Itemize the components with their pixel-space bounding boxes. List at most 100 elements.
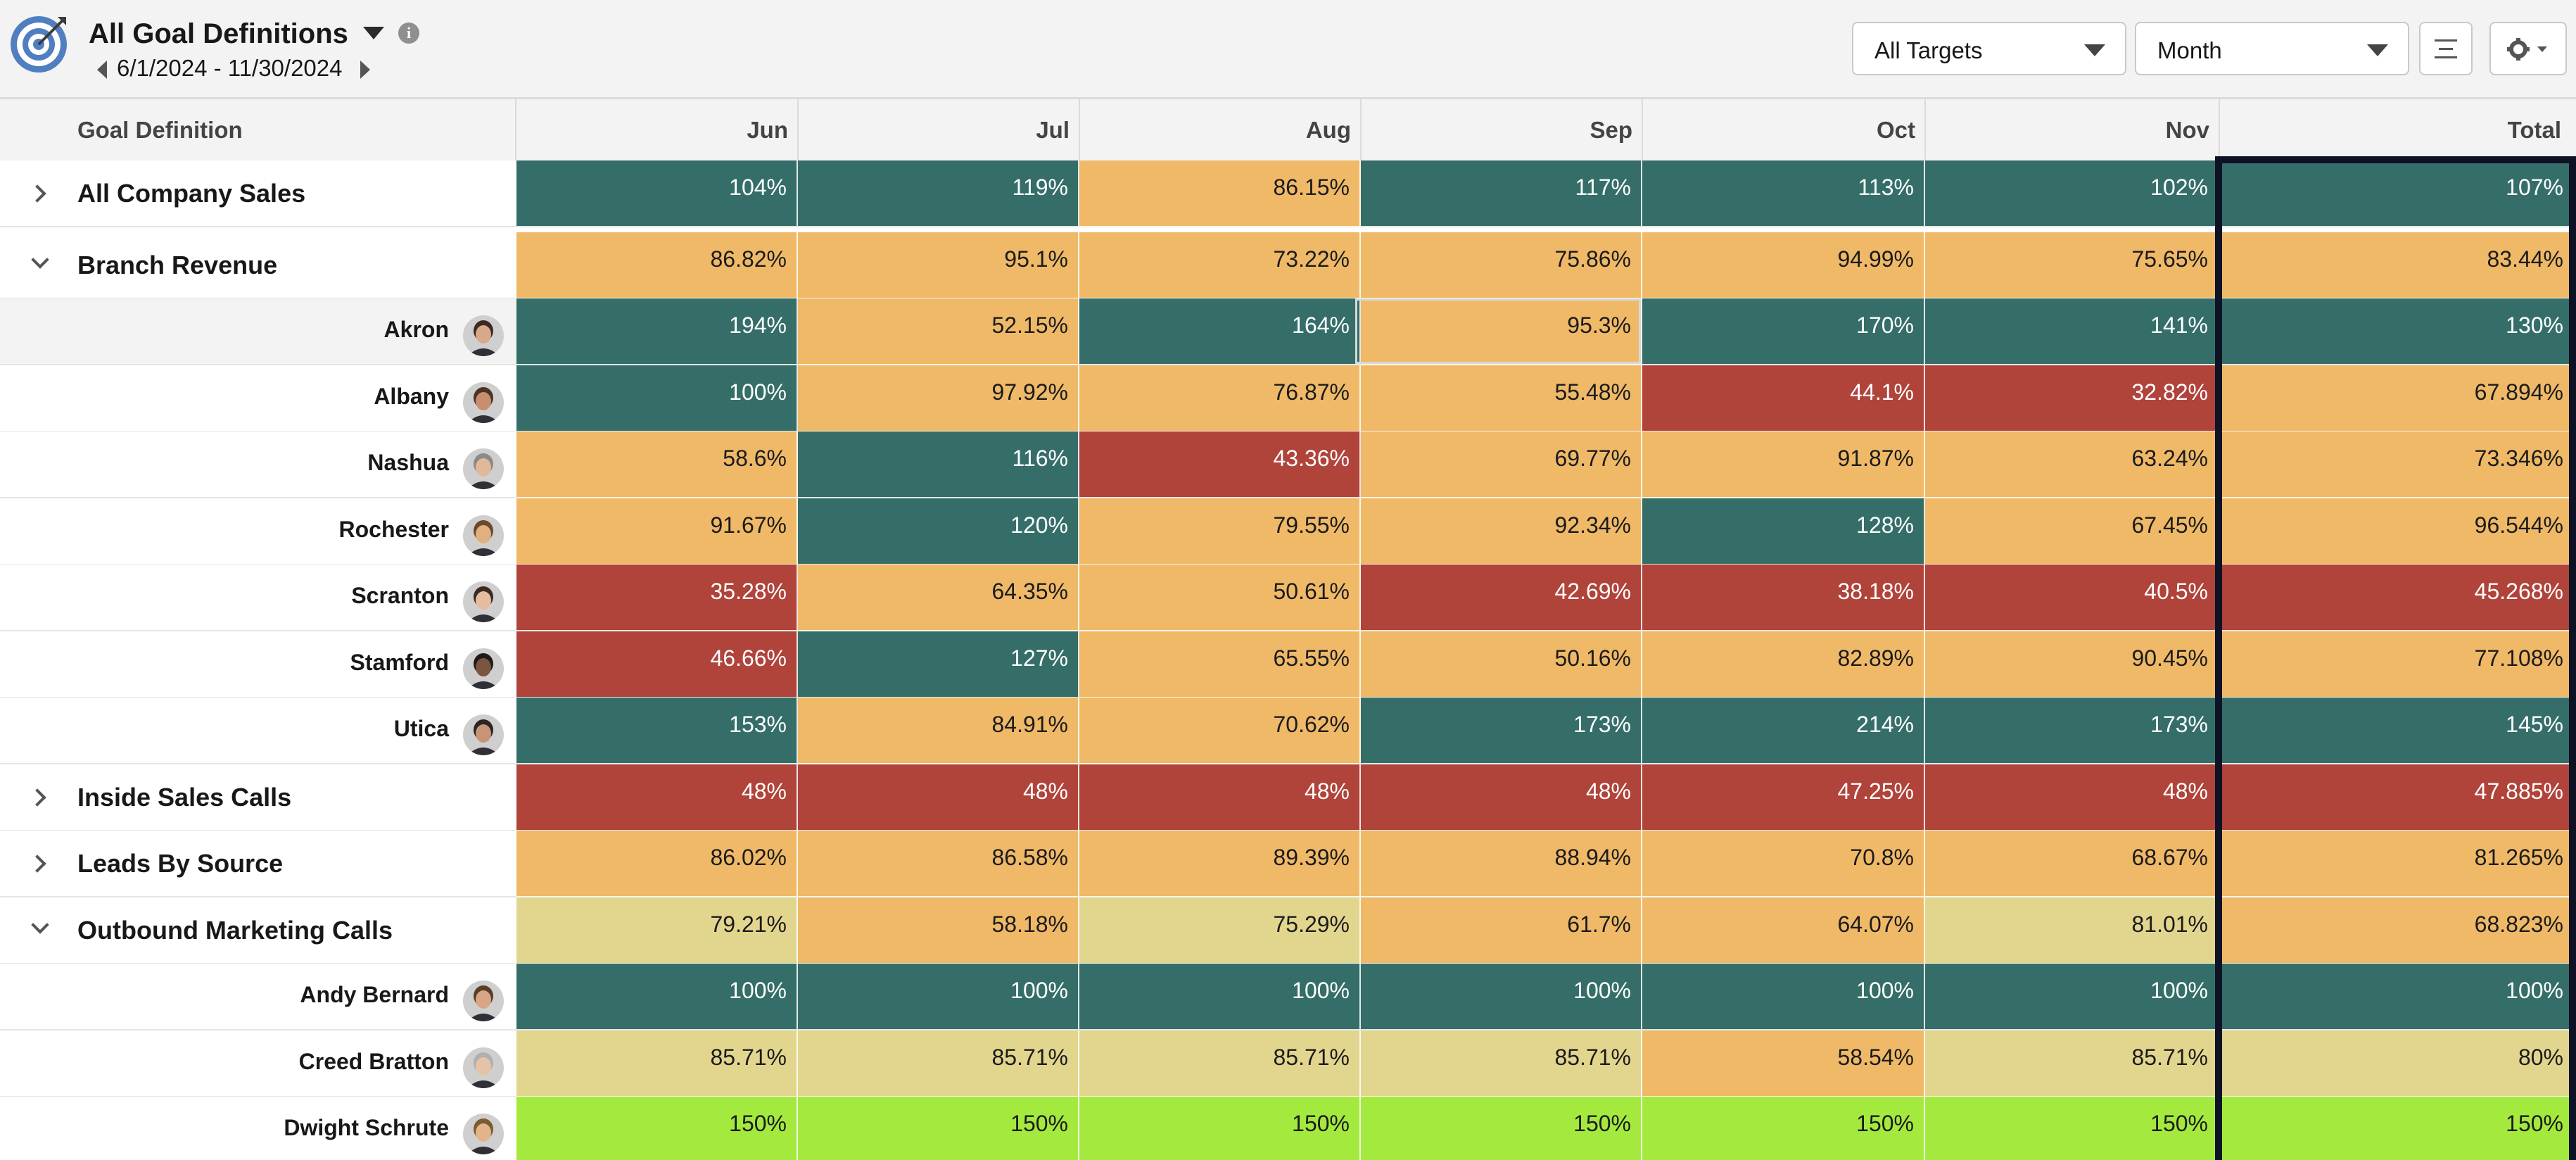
member-name[interactable]: Andy Bernard [300,982,449,1007]
value-cell[interactable]: 42.69% [1361,565,1642,631]
value-cell[interactable]: 173% [1361,698,1642,764]
value-cell[interactable]: 85.71% [516,1030,798,1097]
value-cell[interactable]: 64.07% [1642,897,1925,964]
value-cell[interactable]: 85.71% [1925,1030,2219,1097]
goal-group-name[interactable]: Branch Revenue [77,251,278,279]
column-header-jul[interactable]: Jul [1036,117,1070,143]
member-name[interactable]: Rochester [338,517,450,542]
value-cell[interactable]: 85.71% [798,1030,1079,1097]
chevron-down-icon[interactable] [31,916,49,934]
table-row[interactable]: Utica 153% 84.91% 70.62% 173% 214% 173% 145% [0,698,2576,764]
total-cell[interactable]: 130% [2219,298,2576,365]
value-cell[interactable]: 67.45% [1925,498,2219,565]
total-cell[interactable]: 107% [2219,160,2576,227]
value-cell[interactable]: 58.54% [1642,1030,1925,1097]
value-cell[interactable]: 85.71% [1079,1030,1361,1097]
value-cell[interactable]: 48% [798,764,1079,831]
title-dropdown-caret-icon[interactable] [363,27,384,39]
member-name[interactable]: Akron [383,317,449,342]
value-cell[interactable]: 164% [1079,298,1361,365]
table-row[interactable]: Outbound Marketing Calls 79.21% 58.18% 75.2… [0,897,2576,964]
value-cell[interactable]: 120% [798,498,1079,565]
goal-label-cell[interactable]: Scranton [0,565,516,631]
value-cell[interactable]: 116% [798,431,1079,498]
value-cell[interactable]: 44.1% [1642,365,1925,432]
value-cell[interactable]: 32.82% [1925,365,2219,432]
value-cell[interactable]: 150% [1361,1097,1642,1160]
value-cell[interactable]: 86.58% [798,831,1079,897]
value-cell[interactable]: 113% [1642,160,1925,227]
value-cell[interactable]: 86.82% [516,232,798,299]
value-cell[interactable]: 102% [1925,160,2219,227]
goal-label-cell[interactable]: Stamford [0,631,516,698]
table-row[interactable]: Inside Sales Calls 48% 48% 48% 48% 47.25% 48% 4… [0,764,2576,831]
table-row[interactable]: Nashua 58.6% 116% 43.36% 69.77% 91.87% 63.24% 7… [0,431,2576,498]
member-name[interactable]: Albany [374,384,449,409]
chevron-right-icon[interactable] [28,788,46,807]
column-header-sep[interactable]: Sep [1590,117,1632,143]
value-cell[interactable]: 50.61% [1079,565,1361,631]
value-cell[interactable]: 86.02% [516,831,798,897]
total-cell[interactable]: 81.265% [2219,831,2576,897]
settings-button[interactable] [2489,22,2567,75]
column-header-nov[interactable]: Nov [2165,117,2209,143]
table-row[interactable]: All Company Sales 104% 119% 86.15% 117% 113% 1… [0,160,2576,227]
value-cell[interactable]: 150% [1642,1097,1925,1160]
table-row[interactable]: Albany 100% 97.92% 76.87% 55.48% 44.1% 32.82% 6… [0,365,2576,432]
value-cell[interactable]: 84.91% [798,698,1079,764]
value-cell[interactable]: 95.3% [1361,298,1642,365]
table-row[interactable]: Scranton 35.28% 64.35% 50.61% 42.69% 38.18% 40… [0,565,2576,631]
value-cell[interactable]: 79.21% [516,897,798,964]
value-cell[interactable]: 117% [1361,160,1642,227]
value-cell[interactable]: 58.6% [516,431,798,498]
table-row[interactable]: Creed Bratton 85.71% 85.71% 85.71% 85.71% 58.… [0,1030,2576,1097]
goal-label-cell[interactable]: Nashua [0,431,516,498]
value-cell[interactable]: 150% [798,1097,1079,1160]
value-cell[interactable]: 88.94% [1361,831,1642,897]
value-cell[interactable]: 50.16% [1361,631,1642,698]
table-row[interactable]: Andy Bernard 100% 100% 100% 100% 100% 100% 100% [0,964,2576,1030]
goal-label-cell[interactable]: Leads By Source [0,831,516,897]
value-cell[interactable]: 150% [1925,1097,2219,1160]
total-cell[interactable]: 67.894% [2219,365,2576,432]
value-cell[interactable]: 100% [1361,964,1642,1030]
value-cell[interactable]: 35.28% [516,565,798,631]
value-cell[interactable]: 95.1% [798,232,1079,299]
table-row[interactable]: Rochester 91.67% 120% 79.55% 92.34% 128% 67.45… [0,498,2576,565]
value-cell[interactable]: 119% [798,160,1079,227]
value-cell[interactable]: 63.24% [1925,431,2219,498]
value-cell[interactable]: 97.92% [798,365,1079,432]
total-cell[interactable]: 96.544% [2219,498,2576,565]
goal-label-cell[interactable]: All Company Sales [0,160,516,227]
value-cell[interactable]: 48% [1925,764,2219,831]
value-cell[interactable]: 82.89% [1642,631,1925,698]
total-cell[interactable]: 47.885% [2219,764,2576,831]
value-cell[interactable]: 70.8% [1642,831,1925,897]
value-cell[interactable]: 91.67% [516,498,798,565]
value-cell[interactable]: 68.67% [1925,831,2219,897]
column-header-aug[interactable]: Aug [1305,117,1351,143]
value-cell[interactable]: 55.48% [1361,365,1642,432]
value-cell[interactable]: 73.22% [1079,232,1361,299]
member-name[interactable]: Stamford [350,650,449,675]
value-cell[interactable]: 64.35% [798,565,1079,631]
goal-label-cell[interactable]: Albany [0,365,516,432]
goal-label-cell[interactable]: Inside Sales Calls [0,764,516,831]
value-cell[interactable]: 92.34% [1361,498,1642,565]
value-cell[interactable]: 69.77% [1361,431,1642,498]
value-cell[interactable]: 128% [1642,498,1925,565]
value-cell[interactable]: 100% [1925,964,2219,1030]
value-cell[interactable]: 61.7% [1361,897,1642,964]
value-cell[interactable]: 89.39% [1079,831,1361,897]
value-cell[interactable]: 90.45% [1925,631,2219,698]
value-cell[interactable]: 76.87% [1079,365,1361,432]
goal-label-cell[interactable]: Outbound Marketing Calls [0,897,516,964]
value-cell[interactable]: 86.15% [1079,160,1361,227]
next-range-icon[interactable] [360,61,370,79]
value-cell[interactable]: 100% [798,964,1079,1030]
value-cell[interactable]: 46.66% [516,631,798,698]
goal-label-cell[interactable]: Akron [0,298,516,365]
column-header-goal-definition[interactable]: Goal Definition [77,117,243,143]
page-title[interactable]: All Goal Definitions [89,18,348,49]
value-cell[interactable]: 81.01% [1925,897,2219,964]
